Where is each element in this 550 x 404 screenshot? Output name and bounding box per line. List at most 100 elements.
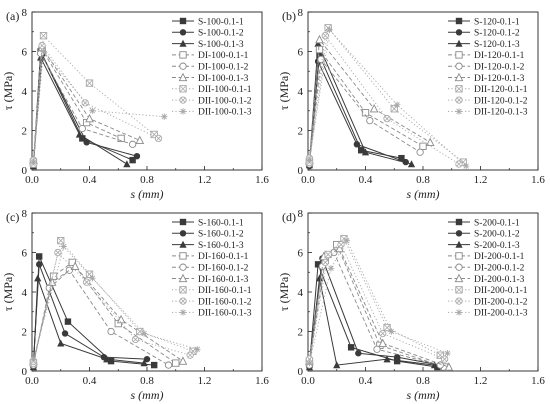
y-tick-label: 6 bbox=[22, 248, 28, 260]
series-line bbox=[32, 50, 165, 163]
legend-label: DII-160-0.1-1 bbox=[198, 286, 252, 296]
legend-marker bbox=[455, 85, 463, 93]
legend-label: DI-100-0.1-1 bbox=[198, 51, 249, 61]
legend-marker bbox=[179, 96, 187, 104]
legend-label: DI-120-0.1-1 bbox=[474, 51, 525, 61]
data-point bbox=[306, 359, 313, 367]
legend-label: S-200-0.1-3 bbox=[474, 241, 520, 251]
y-tick-label: 0 bbox=[298, 366, 304, 378]
series-line bbox=[32, 51, 133, 165]
legend-marker bbox=[179, 309, 187, 316]
panel-label: (a) bbox=[6, 9, 19, 23]
legend-label: DII-100-0.1-3 bbox=[198, 108, 252, 118]
legend-marker bbox=[455, 108, 463, 115]
data-point bbox=[383, 355, 391, 363]
data-point bbox=[54, 248, 62, 257]
data-point bbox=[116, 314, 126, 324]
y-axis-label: τ (MPa) bbox=[277, 273, 291, 311]
series-line bbox=[308, 243, 445, 368]
series-line bbox=[308, 34, 460, 165]
legend-label: DI-200-0.1-1 bbox=[474, 252, 525, 262]
y-tick-label: 2 bbox=[298, 126, 304, 138]
data-point bbox=[393, 353, 401, 361]
data-point bbox=[306, 156, 313, 164]
x-axis-label: s (mm) bbox=[131, 187, 164, 201]
data-point bbox=[61, 330, 69, 337]
data-point bbox=[178, 356, 188, 365]
y-tick-label: 6 bbox=[22, 47, 28, 59]
data-point bbox=[393, 357, 401, 365]
legend-label: S-160-0.1-1 bbox=[198, 218, 244, 228]
data-point bbox=[430, 361, 439, 369]
data-point bbox=[393, 101, 401, 109]
data-point bbox=[35, 261, 43, 268]
legend-marker bbox=[454, 273, 464, 283]
data-point bbox=[333, 361, 341, 369]
legend-marker bbox=[455, 240, 463, 248]
x-tick-label: 0.8 bbox=[140, 174, 154, 186]
data-point bbox=[361, 148, 370, 156]
data-point bbox=[107, 327, 115, 336]
data-point bbox=[133, 152, 141, 160]
data-point bbox=[194, 346, 201, 353]
legend-label: S-200-0.1-1 bbox=[474, 218, 520, 228]
data-point bbox=[131, 335, 140, 344]
y-tick-label: 2 bbox=[22, 126, 28, 138]
data-point bbox=[60, 243, 67, 250]
panel-label: (b) bbox=[282, 9, 296, 23]
legend-label: S-100-0.1-3 bbox=[198, 40, 244, 50]
data-point bbox=[82, 278, 91, 286]
data-point bbox=[315, 274, 324, 282]
y-tick-label: 0 bbox=[22, 165, 28, 177]
y-tick-label: 6 bbox=[298, 248, 304, 260]
legend-marker bbox=[455, 62, 463, 70]
data-point bbox=[30, 355, 37, 363]
data-point bbox=[85, 113, 94, 123]
x-axis-label: s (mm) bbox=[407, 187, 440, 201]
x-tick-label: 0.0 bbox=[301, 174, 315, 186]
data-point bbox=[85, 79, 94, 87]
data-point bbox=[315, 34, 324, 44]
data-point bbox=[326, 26, 333, 33]
data-point bbox=[436, 351, 444, 359]
data-point bbox=[140, 330, 148, 337]
y-tick-label: 0 bbox=[22, 366, 28, 378]
data-point bbox=[327, 265, 335, 272]
legend-marker bbox=[179, 108, 187, 115]
legend-marker bbox=[455, 218, 463, 226]
data-point bbox=[64, 318, 72, 325]
legend-marker bbox=[179, 252, 187, 260]
data-point bbox=[123, 160, 131, 168]
legend-label: S-100-0.1-1 bbox=[198, 17, 244, 27]
series-line bbox=[32, 265, 184, 362]
x-tick-label: 0.0 bbox=[25, 174, 39, 186]
y-tick-label: 8 bbox=[22, 208, 28, 220]
data-point bbox=[321, 32, 329, 40]
legend-marker bbox=[455, 96, 463, 104]
data-point bbox=[335, 243, 344, 253]
data-point bbox=[355, 350, 362, 357]
data-point bbox=[34, 274, 42, 282]
data-point bbox=[107, 357, 115, 365]
data-point bbox=[444, 362, 454, 371]
data-point bbox=[383, 115, 391, 123]
series-line bbox=[308, 26, 464, 163]
data-point bbox=[455, 160, 463, 168]
x-axis-label: s (mm) bbox=[407, 388, 440, 402]
series-line bbox=[32, 49, 133, 166]
y-tick-label: 4 bbox=[298, 86, 304, 98]
legend-label: DII-120-0.1-3 bbox=[474, 108, 528, 118]
data-point bbox=[39, 32, 48, 40]
legend-marker bbox=[178, 72, 188, 82]
legend-label: S-100-0.1-2 bbox=[198, 29, 244, 39]
y-axis-label: τ (MPa) bbox=[1, 273, 15, 311]
legend-marker bbox=[455, 230, 463, 237]
series-line bbox=[308, 59, 406, 167]
data-point bbox=[82, 118, 91, 127]
legend-label: DII-160-0.1-3 bbox=[198, 309, 252, 319]
y-tick-label: 4 bbox=[298, 287, 304, 299]
data-point bbox=[40, 48, 47, 55]
legend-label: S-160-0.1-2 bbox=[198, 230, 244, 240]
legend-label: S-120-0.1-1 bbox=[474, 17, 520, 27]
legend-marker bbox=[179, 297, 187, 305]
